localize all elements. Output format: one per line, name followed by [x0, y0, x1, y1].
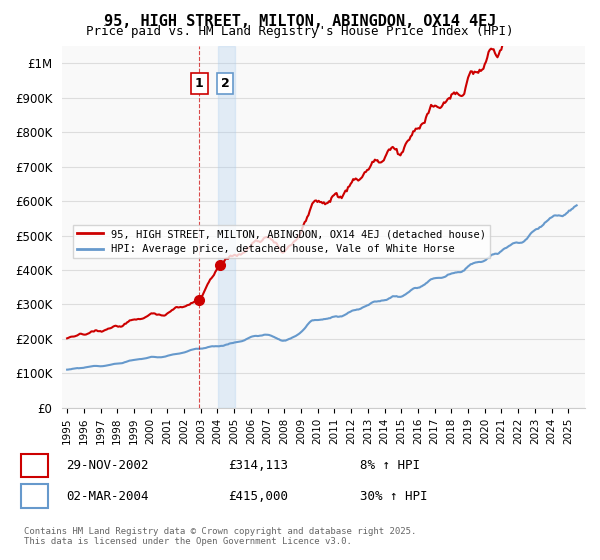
Text: £314,113: £314,113 [228, 459, 288, 473]
Text: Contains HM Land Registry data © Crown copyright and database right 2025.
This d: Contains HM Land Registry data © Crown c… [24, 526, 416, 546]
Bar [218, 46, 235, 408]
Text: 1: 1 [195, 77, 204, 90]
Text: 2: 2 [31, 490, 38, 503]
Text: 95, HIGH STREET, MILTON, ABINGDON, OX14 4EJ: 95, HIGH STREET, MILTON, ABINGDON, OX14 … [104, 14, 496, 29]
Text: £415,000: £415,000 [228, 490, 288, 503]
Text: 02-MAR-2004: 02-MAR-2004 [66, 490, 149, 503]
Text: 2: 2 [221, 77, 230, 90]
Text: 29-NOV-2002: 29-NOV-2002 [66, 459, 149, 473]
Legend: 95, HIGH STREET, MILTON, ABINGDON, OX14 4EJ (detached house), HPI: Average price: 95, HIGH STREET, MILTON, ABINGDON, OX14 … [73, 225, 490, 258]
Text: 1: 1 [31, 459, 38, 473]
Text: Price paid vs. HM Land Registry's House Price Index (HPI): Price paid vs. HM Land Registry's House … [86, 25, 514, 38]
Text: 30% ↑ HPI: 30% ↑ HPI [360, 490, 427, 503]
Text: 8% ↑ HPI: 8% ↑ HPI [360, 459, 420, 473]
